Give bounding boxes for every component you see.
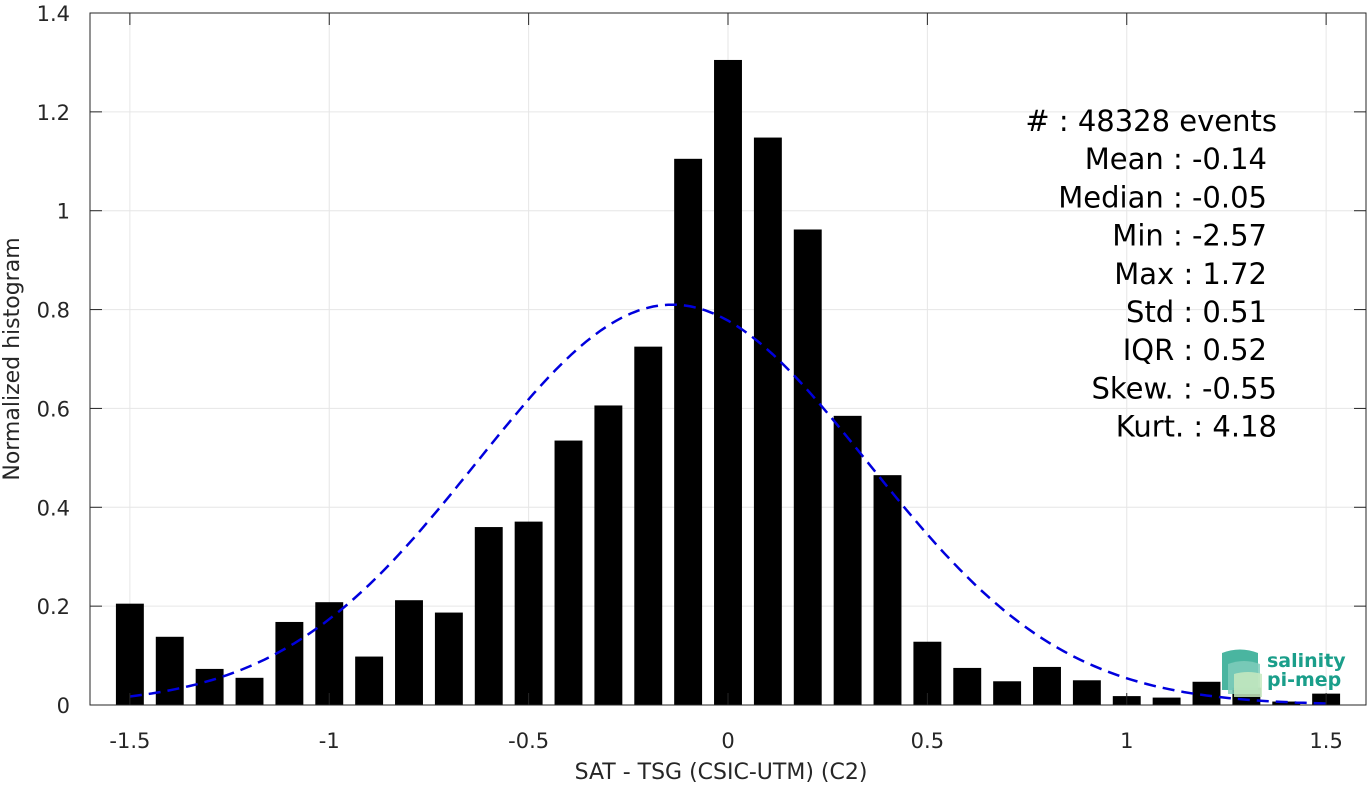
stat-line: Min : -2.57 [1112, 219, 1267, 253]
y-tick-label: 0.2 [37, 595, 70, 619]
salinity-pi-mep-logo: salinity pi-mep [1222, 649, 1346, 697]
y-tick-label: 1 [57, 200, 70, 224]
histogram-bar [594, 405, 623, 705]
histogram-bar [993, 681, 1022, 705]
histogram-bar [1192, 681, 1221, 705]
stat-line: Kurt. : 4.18 [1116, 410, 1277, 444]
x-tick-label: -1 [319, 729, 340, 753]
stat-line: Mean : -0.14 [1085, 142, 1267, 176]
y-tick-labels: 0 0.2 0.4 0.6 0.8 1 1.2 1.4 [37, 2, 70, 718]
histogram-bar [753, 137, 782, 705]
histogram-bar [1033, 666, 1061, 705]
logo-line-salinity: salinity [1267, 650, 1346, 672]
axis-ticks [90, 12, 1366, 706]
y-axis-label: Normalized histogram [0, 237, 25, 480]
stat-line: Max : 1.72 [1114, 257, 1267, 291]
histogram-bar [474, 527, 503, 705]
histogram-bar [793, 229, 822, 706]
histogram-bars [115, 59, 1341, 706]
histogram-bar [1152, 697, 1181, 705]
histogram-bar [195, 668, 224, 705]
stat-line: Std : 0.51 [1126, 295, 1267, 329]
histogram-bar [155, 636, 184, 705]
histogram-bar [634, 346, 663, 705]
histogram-bar [1072, 680, 1101, 705]
x-tick-label: 1 [1120, 729, 1133, 753]
histogram-bar [514, 521, 543, 705]
histogram-bar [554, 440, 583, 705]
y-tick-label: 0.8 [37, 299, 70, 323]
stats-box: # : 48328 events Mean : -0.14 Median : -0.… [1025, 104, 1277, 444]
stat-line: Skew. : -0.55 [1091, 371, 1277, 405]
histogram-bar [953, 667, 982, 705]
y-tick-label: 0 [57, 694, 70, 718]
x-tick-label: 0 [721, 729, 734, 753]
stat-line: Median : -0.05 [1058, 180, 1267, 214]
histogram-bar [674, 158, 703, 706]
x-tick-label: -1.5 [109, 729, 150, 753]
x-tick-label: 0.5 [911, 729, 944, 753]
histogram-bar [115, 603, 144, 705]
stat-line: IQR : 0.52 [1123, 333, 1267, 367]
histogram-bar [434, 612, 463, 705]
histogram-bar [275, 621, 304, 705]
logo-mark [1222, 649, 1262, 697]
x-tick-labels: -1.5 -1 -0.5 0 0.5 1 1.5 [109, 729, 1342, 753]
stat-line: # : 48328 events [1025, 104, 1277, 138]
x-axis-label: SAT - TSG (CSIC-UTM) (C2) [575, 760, 868, 785]
y-tick-label: 1.4 [37, 2, 70, 26]
y-tick-label: 1.2 [37, 101, 70, 125]
logo-line-pi-mep: pi-mep [1267, 669, 1341, 691]
x-tick-label: -0.5 [508, 729, 549, 753]
gaussian-fit-curve [129, 303, 1327, 705]
histogram-bar [395, 600, 423, 705]
histogram-bar [833, 415, 862, 705]
histogram-bar [235, 677, 264, 705]
x-tick-label: 1.5 [1309, 729, 1342, 753]
histogram-bar [714, 59, 742, 705]
y-tick-label: 0.4 [37, 496, 70, 520]
y-tick-label: 0.6 [37, 397, 70, 421]
histogram-bar [873, 475, 902, 705]
histogram-bar [355, 656, 384, 705]
